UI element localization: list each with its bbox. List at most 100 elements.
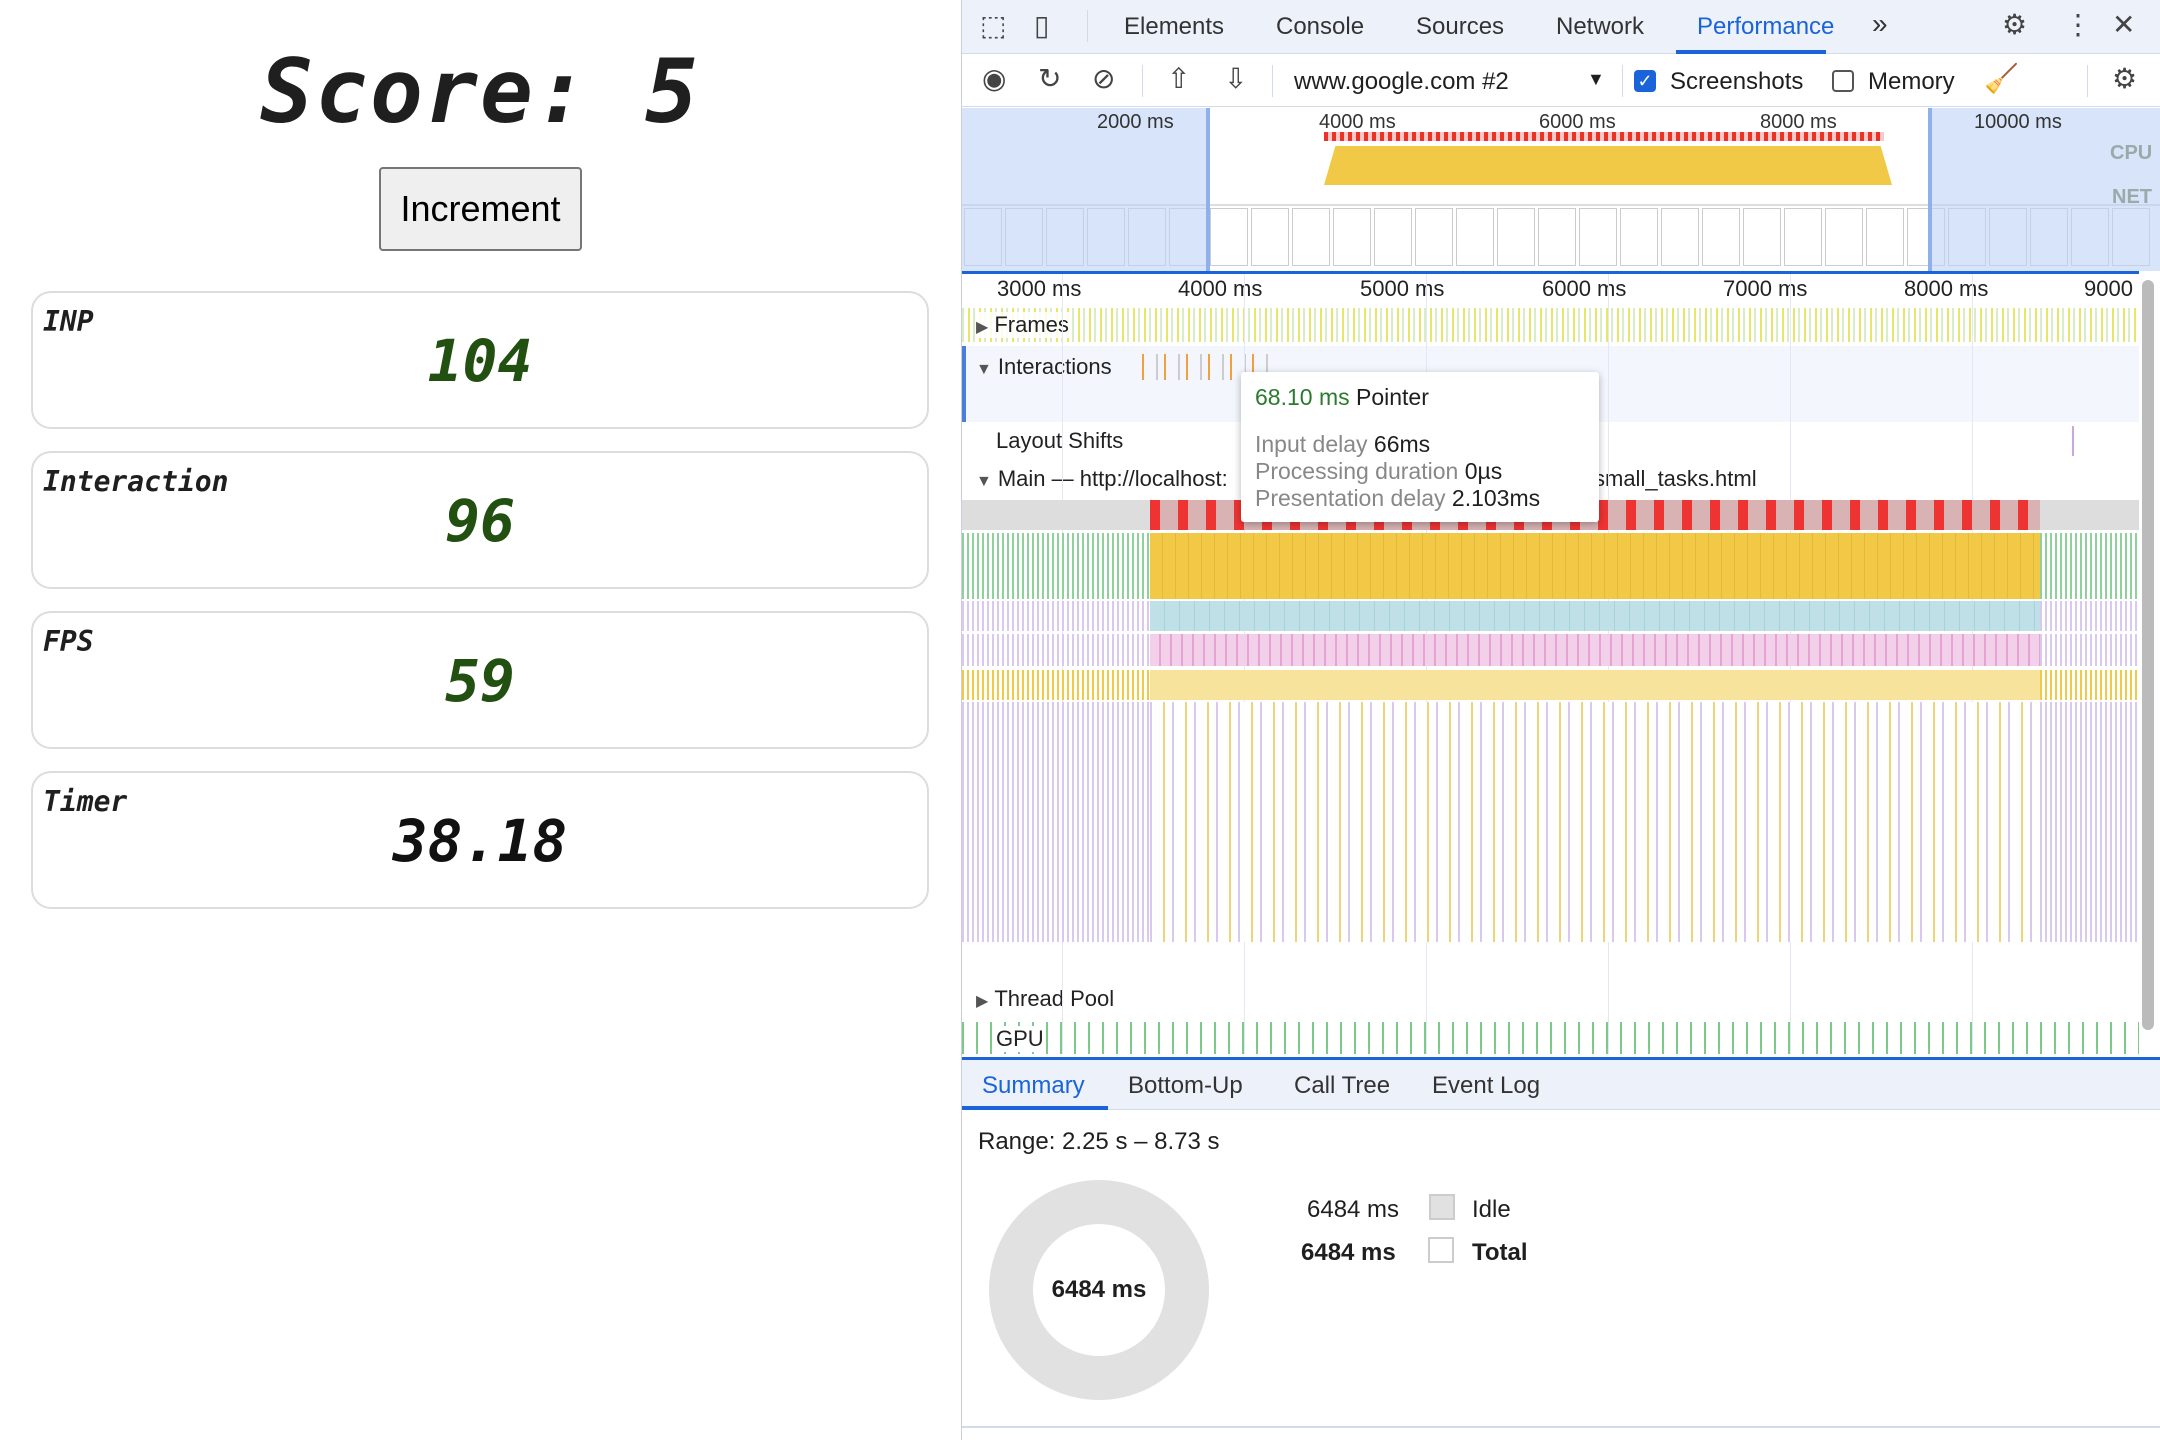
metric-label: FPS: [43, 625, 94, 658]
metric-value: 38.18: [392, 807, 568, 875]
flame-chart-row[interactable]: [2040, 533, 2139, 599]
input-delay-value: 66ms: [1373, 431, 1431, 457]
flame-chart-task[interactable]: [1150, 634, 2040, 666]
flame-chart-row[interactable]: [2040, 601, 2139, 631]
idle-swatch: [1429, 1194, 1455, 1220]
screenshot-thumbnail[interactable]: [1743, 208, 1781, 266]
total-value: 6484 ms: [1301, 1239, 1396, 1266]
score-heading: Score: 5: [260, 40, 700, 143]
inspect-element-icon[interactable]: ⬚: [980, 10, 1007, 41]
reload-record-icon[interactable]: ↻: [1038, 63, 1062, 94]
screenshot-thumbnail[interactable]: [1333, 208, 1371, 266]
screenshot-thumbnail[interactable]: [1538, 208, 1576, 266]
flame-chart-row[interactable]: [962, 634, 1150, 666]
overview-time-label: 10000 ms: [1974, 111, 2062, 133]
tab-console[interactable]: Console: [1276, 13, 1365, 40]
gpu-label: GPU: [996, 1026, 1044, 1052]
flame-chart-row[interactable]: [2040, 670, 2139, 700]
performance-toolbar: ◉ ↻ ⊘ ⇧ ⇩ www.google.com #2 ▼ ✓ Screensh…: [962, 55, 2160, 107]
main-thread-url: small_tasks.html: [1594, 466, 1757, 491]
tab-summary[interactable]: Summary: [982, 1072, 1085, 1099]
tab-call-tree[interactable]: Call Tree: [1294, 1072, 1391, 1099]
expand-arrow-icon[interactable]: ▶: [976, 319, 989, 336]
cpu-label: CPU: [2110, 142, 2153, 164]
active-tab-indicator: [1676, 50, 1826, 54]
screenshot-thumbnail[interactable]: [1620, 208, 1658, 266]
frames-track[interactable]: ▶ Frames: [962, 308, 2139, 342]
interaction-tooltip: 68.10 ms Pointer Input delay 66ms Proces…: [1241, 372, 1599, 522]
flame-chart-task[interactable]: [1150, 670, 2040, 700]
tab-network[interactable]: Network: [1556, 13, 1645, 40]
metric-value: 59: [445, 647, 515, 715]
screenshot-thumbnail[interactable]: [1210, 208, 1248, 266]
presentation-value: 2.103ms: [1451, 485, 1541, 511]
screenshot-thumbnail[interactable]: [1374, 208, 1412, 266]
more-options-icon[interactable]: ⋮: [2064, 9, 2092, 40]
screenshot-thumbnail[interactable]: [1292, 208, 1330, 266]
ruler-label: 5000 ms: [1360, 276, 1445, 301]
screenshot-thumbnail[interactable]: [1456, 208, 1494, 266]
range-handle-right[interactable]: [1928, 108, 1932, 271]
increment-button[interactable]: Increment: [379, 167, 582, 251]
dropdown-arrow-icon[interactable]: ▼: [1587, 69, 1605, 89]
screenshot-thumbnail[interactable]: [1784, 208, 1822, 266]
download-icon[interactable]: ⇩: [1224, 63, 1248, 94]
settings-gear-icon[interactable]: ⚙: [2002, 9, 2028, 40]
thread-pool-track[interactable]: ▶ Thread Pool: [962, 982, 2139, 1016]
flame-chart-row[interactable]: [962, 601, 1150, 631]
ruler-label: 8000 ms: [1904, 276, 1989, 301]
screenshot-thumbnail[interactable]: [1415, 208, 1453, 266]
ruler-label: 4000 ms: [1178, 276, 1263, 301]
close-icon[interactable]: ✕: [2112, 9, 2136, 40]
tab-elements[interactable]: Elements: [1124, 13, 1225, 40]
screenshots-label: Screenshots: [1670, 68, 1804, 95]
screenshot-thumbnail[interactable]: [1579, 208, 1617, 266]
metric-label: Timer: [43, 785, 128, 818]
more-tabs-icon[interactable]: »: [1872, 8, 1888, 39]
long-task-indicator: [1324, 132, 1884, 141]
screenshot-thumbnail[interactable]: [1866, 208, 1904, 266]
screenshot-thumbnail[interactable]: [1825, 208, 1863, 266]
screenshot-thumbnail[interactable]: [1661, 208, 1699, 266]
garbage-collect-broom-icon[interactable]: 🧹: [1984, 63, 2019, 94]
capture-settings-gear-icon[interactable]: ⚙: [2112, 63, 2138, 94]
collapse-arrow-icon[interactable]: ▼: [976, 361, 992, 378]
donut-total: 6484 ms: [1033, 1224, 1165, 1356]
tab-bottom-up[interactable]: Bottom-Up: [1128, 1072, 1243, 1099]
flame-chart-row[interactable]: [962, 533, 1150, 599]
collapse-arrow-icon[interactable]: ▼: [976, 473, 992, 490]
screenshot-thumbnail[interactable]: [1702, 208, 1740, 266]
flame-chart-row[interactable]: [962, 500, 1150, 530]
overview-unselected-left: [962, 108, 1210, 271]
gpu-track[interactable]: GPU: [962, 1022, 2139, 1054]
metric-label: Interaction: [43, 465, 229, 498]
tab-event-log[interactable]: Event Log: [1432, 1072, 1541, 1099]
range-handle-left[interactable]: [1206, 108, 1210, 271]
timeline-overview[interactable]: 2000 ms 4000 ms 6000 ms 8000 ms 10000 ms…: [962, 108, 2160, 271]
memory-label: Memory: [1868, 68, 1955, 95]
memory-checkbox[interactable]: [1832, 70, 1854, 92]
flame-chart-row[interactable]: [2040, 634, 2139, 666]
flame-chart-row[interactable]: [962, 702, 1150, 942]
flame-chart-task[interactable]: [1150, 601, 2040, 631]
metric-card-interaction: Interaction 96: [31, 451, 929, 589]
device-toolbar-icon[interactable]: ▯: [1034, 10, 1050, 41]
tab-sources[interactable]: Sources: [1416, 13, 1505, 40]
screenshots-checkbox[interactable]: ✓: [1634, 70, 1656, 92]
record-icon[interactable]: ◉: [982, 63, 1007, 94]
overview-time-label: 4000 ms: [1319, 111, 1396, 133]
main-thread-track[interactable]: ▼ Main — http://localhost: small_tasks.ht…: [962, 462, 2139, 498]
upload-icon[interactable]: ⇧: [1167, 63, 1191, 94]
clear-icon[interactable]: ⊘: [1092, 63, 1116, 94]
tab-performance[interactable]: Performance: [1697, 13, 1835, 40]
flame-chart-row[interactable]: [2040, 500, 2139, 530]
flame-chart-row[interactable]: [2040, 702, 2139, 942]
timeline-scrollbar[interactable]: [2142, 280, 2154, 1030]
target-select[interactable]: www.google.com #2: [1294, 68, 1509, 95]
flame-chart-task[interactable]: [1150, 533, 2040, 599]
screenshot-thumbnail[interactable]: [1251, 208, 1289, 266]
flame-chart-task[interactable]: [1150, 702, 2040, 942]
expand-arrow-icon[interactable]: ▶: [976, 993, 989, 1010]
screenshot-thumbnail[interactable]: [1497, 208, 1535, 266]
flame-chart-row[interactable]: [962, 670, 1150, 700]
